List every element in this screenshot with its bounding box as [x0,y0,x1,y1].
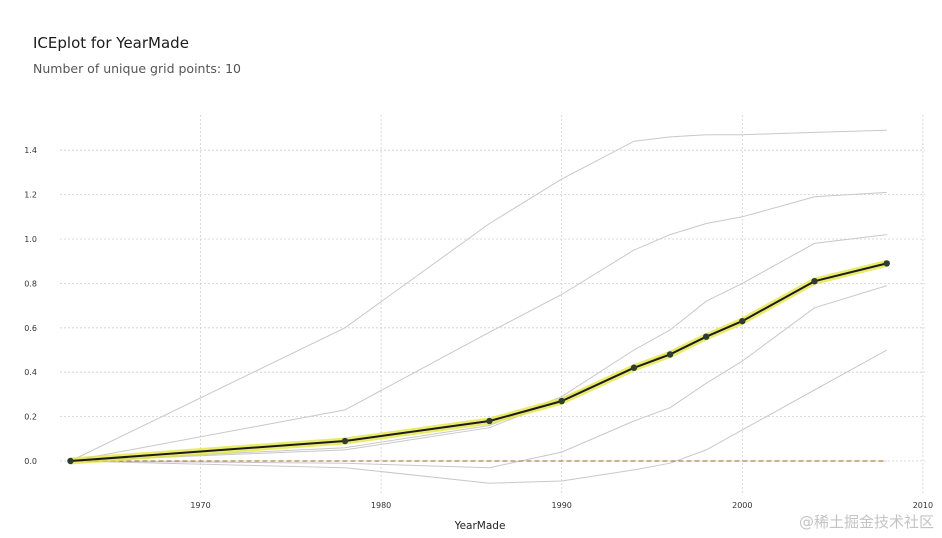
ice-line [70,234,887,462]
average-point [630,364,638,371]
x-tick-label: 1980 [371,501,391,510]
y-tick-label: 0.6 [24,324,37,333]
average-line-path [70,262,888,462]
y-tick-label: 0.8 [24,279,37,288]
average-point [486,417,493,425]
ice-line [70,129,887,462]
average-point [702,333,710,340]
average-point [811,277,818,285]
y-tick-label: 0.2 [24,413,37,422]
x-tick-label: 2010 [913,501,933,510]
y-tick-label: 0.0 [24,457,37,466]
axis-ticks: 1970 1980 1990 2000 2010 0.0 0.2 0.4 0.6 0.8 1.0 1.… [24,146,933,510]
chart-title: ICEplot for YearMade [33,34,189,52]
average-point [883,260,890,267]
average-point [341,437,349,445]
watermark: @稀土掘金技术社区 [798,513,934,531]
average-line-highlight [70,260,888,465]
average-line [67,260,890,465]
average-point [739,317,746,325]
y-tick-label: 0.4 [24,368,37,377]
x-tick-label: 1970 [190,501,210,510]
average-point [558,397,565,405]
x-axis-label: YearMade [454,520,506,532]
grid [60,115,925,495]
y-tick-label: 1.4 [24,146,37,155]
y-tick-label: 1.0 [24,235,37,244]
y-tick-label: 1.2 [24,191,37,200]
average-point [666,351,674,358]
chart-subtitle: Number of unique grid points: 10 [33,61,241,76]
ice-line [70,262,887,462]
average-point [67,457,74,465]
ice-line [70,349,888,484]
ice-line [70,285,887,469]
x-tick-label: 1990 [552,501,572,510]
ice-line [70,191,887,462]
x-tick-label: 2000 [732,501,752,510]
